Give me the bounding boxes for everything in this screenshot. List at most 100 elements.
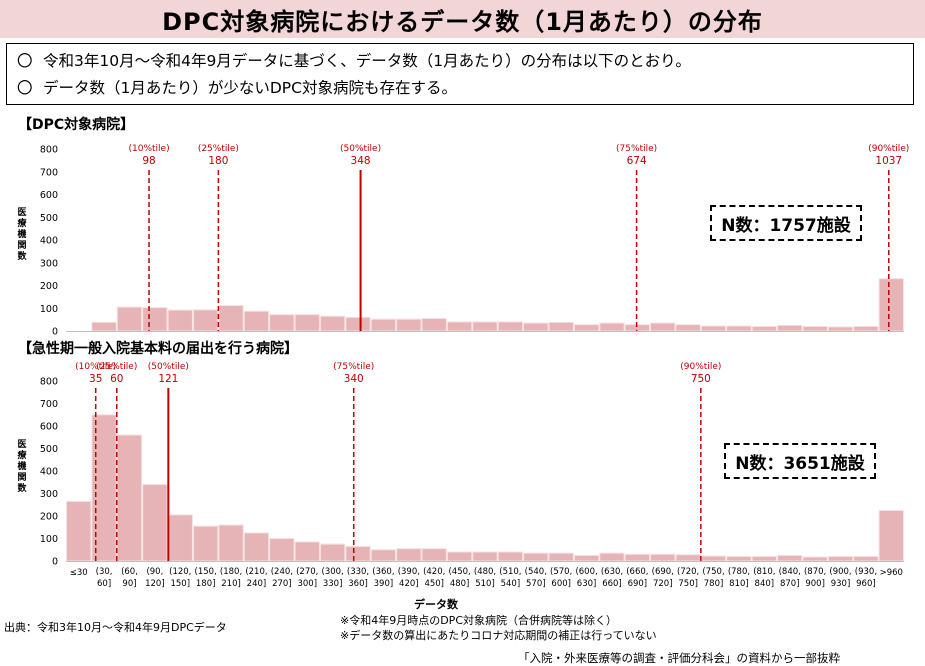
chart2-x-tick-label: 810] — [729, 579, 749, 589]
chart2-x-tick-label: 360] — [348, 579, 368, 589]
chart1-bar — [192, 309, 219, 332]
chart1-bar — [91, 321, 117, 332]
circle-bullet-icon: 〇 — [17, 52, 33, 70]
chart1-bar — [167, 309, 193, 332]
chart1-bar — [243, 310, 270, 332]
chart2-x-tick-label: (360, — [372, 567, 394, 577]
chart2-bar — [370, 549, 397, 562]
chart1-bar — [700, 325, 727, 332]
chart1-bar — [370, 318, 397, 332]
chart2-percentile-label: (50%tile) — [148, 362, 189, 372]
chart2-x-tick-label: (180, — [220, 567, 242, 577]
chart2-bar — [497, 551, 524, 562]
chart2-bar — [319, 543, 346, 562]
chart2-x-tick-label: 540] — [501, 579, 521, 589]
chart2-bar — [802, 556, 828, 562]
chart2-x-tick-label: 450] — [424, 579, 444, 589]
chart2-percentile-value: 121 — [158, 373, 178, 385]
chart1-bar — [319, 315, 346, 332]
chart1-percentile-label: (10%tile) — [128, 144, 169, 154]
chart2-bar — [294, 541, 320, 562]
chart1-percentile-value: 348 — [351, 155, 371, 167]
chart1-bar — [827, 326, 854, 332]
chart1-bar — [472, 321, 498, 332]
chart1-bar — [142, 307, 168, 332]
chart2-percentile-value: 340 — [344, 373, 364, 385]
chart1-percentile-label: (25%tile) — [198, 144, 239, 154]
chart2-x-tick-label: (930, — [855, 567, 877, 577]
chart1-bar — [294, 314, 320, 332]
chart2-x-tick-label: 840] — [755, 579, 775, 589]
summary-text: データ数（1月あたり）が少ないDPC対象病院も存在する。 — [43, 79, 457, 97]
chart2-x-tick-label: ≤30 — [70, 568, 88, 578]
circle-bullet-icon: 〇 — [17, 79, 33, 97]
chart2-x-tick-label: (210, — [245, 567, 267, 577]
chart2-bar — [167, 514, 193, 562]
chart2-bar — [446, 551, 473, 562]
chart1-bar — [878, 278, 905, 332]
chart2-y-tick-label: 600 — [40, 422, 58, 433]
chart2-bar — [675, 554, 701, 562]
chart2-bar — [548, 552, 574, 562]
chart2-x-tick-label: 600] — [551, 579, 571, 589]
summary-box: 〇令和3年10月～令和4年9月データに基づく、データ数（1月あたり）の分布は以下… — [6, 43, 914, 105]
chart1-bar — [269, 314, 295, 332]
chart2-x-tick-label: 900] — [805, 579, 825, 589]
chart1-bar — [726, 325, 752, 332]
chart1-percentile-label: (75%tile) — [616, 144, 657, 154]
chart1-bar — [548, 321, 574, 332]
chart2-x-tick-label: (600, — [575, 567, 597, 577]
chart2-x-tick-label: 150] — [170, 579, 190, 589]
chart2-x-tick-label: 960] — [856, 579, 876, 589]
chart1-bar — [446, 321, 473, 332]
chart2-bar — [345, 545, 371, 562]
chart2-x-tick-label: (750, — [702, 567, 724, 577]
chart2-x-tick-label: 870] — [780, 579, 800, 589]
chart1-y-tick-label: 500 — [40, 213, 58, 224]
chart2-x-tick-label: (540, — [525, 567, 547, 577]
chart2-bar — [116, 434, 143, 562]
footnote-2: ※データ数の算出にあたりコロナ対応期間の補正は行っていない — [340, 629, 657, 642]
chart2-x-tick-label: 60] — [97, 579, 111, 589]
chart2-x-tick-label: 90] — [122, 579, 136, 589]
chart2-y-tick-label: 200 — [40, 512, 58, 523]
chart1-n-count: N数：1757施設 — [710, 205, 862, 241]
chart1-bar — [396, 318, 422, 332]
chart2-x-tick-label: (270, — [296, 567, 318, 577]
title-bar: DPC対象病院におけるデータ数（1月あたり）の分布 — [0, 0, 925, 38]
chart2-y-tick-label: 100 — [40, 534, 58, 545]
chart1-y-tick-label: 200 — [40, 281, 58, 292]
chart1-percentile-value: 674 — [627, 155, 647, 167]
chart2-bar — [650, 553, 676, 562]
summary-text: 令和3年10月～令和4年9月データに基づく、データ数（1月あたり）の分布は以下の… — [43, 52, 691, 70]
chart1-bar — [599, 322, 625, 332]
chart2-x-tick-label: 690] — [628, 579, 648, 589]
chart1-bar — [650, 322, 676, 332]
credit-note: 「入院・外来医療等の調査・評価分科会」の資料から一部抜粋 — [518, 651, 840, 665]
page-title: DPC対象病院におけるデータ数（1月あたり）の分布 — [162, 7, 763, 36]
footnote-1: ※令和4年9月時点のDPC対象病院（合併病院等は除く） — [340, 614, 617, 627]
chart2-percentile-value: 750 — [691, 373, 711, 385]
summary-item: 〇データ数（1月あたり）が少ないDPC対象病院も存在する。 — [17, 75, 903, 102]
chart2-x-tick-label: (690, — [652, 567, 674, 577]
chart2-bar — [751, 556, 778, 562]
chart2-x-tick-label: (120, — [169, 567, 191, 577]
chart2-y-tick-label: 400 — [40, 467, 58, 478]
chart2-x-tick-label: (90, — [146, 567, 163, 577]
chart1-bar — [802, 325, 828, 332]
chart2-x-tick-label: (510, — [499, 567, 521, 577]
chart2-x-tick-label: 420] — [399, 579, 419, 589]
chart2-bar — [624, 553, 651, 562]
chart2-title: 【急性期一般入院基本料の届出を行う病院】 — [18, 341, 298, 357]
chart2-x-tick-label: 330] — [323, 579, 343, 589]
chart1-bar — [116, 306, 143, 332]
chart2-bar — [396, 548, 422, 562]
chart2-percentile-value: 60 — [110, 373, 123, 385]
chart2-y-tick-label: 700 — [40, 399, 58, 410]
chart2-x-tick-label: 240] — [247, 579, 267, 589]
chart2-percentile-label: (90%tile) — [680, 362, 721, 372]
chart2-x-tick-label: 930] — [831, 579, 851, 589]
chart1-y-tick-label: 600 — [40, 190, 58, 201]
chart2-x-tick-label: 780] — [704, 579, 724, 589]
chart2-x-tick-label: 180] — [196, 579, 216, 589]
